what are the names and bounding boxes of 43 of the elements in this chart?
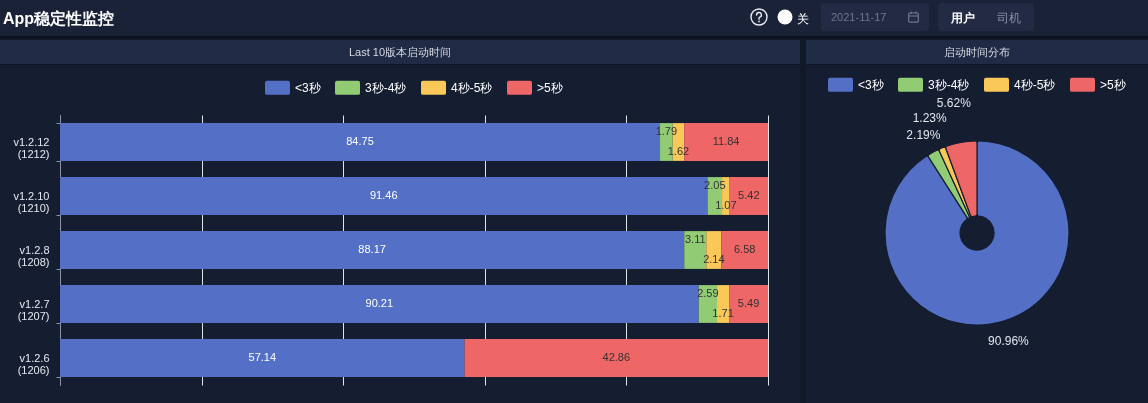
legend-label: <3秒 xyxy=(858,77,884,92)
y-tick-label: v1.2.7 (1207) xyxy=(17,297,50,322)
data-label: 42.86 xyxy=(602,351,631,363)
data-label: 2.19% xyxy=(906,127,941,142)
donut-slice xyxy=(884,140,1070,326)
text: App稳定性监控 xyxy=(3,9,115,29)
data-label: 1.07 xyxy=(715,199,737,211)
data-label: 2.14 xyxy=(703,253,725,265)
y-tick-label: v1.2.10 (1210) xyxy=(13,189,50,214)
data-label: 1.62 xyxy=(667,145,690,157)
data-label: 91.46 xyxy=(370,189,398,201)
data-label: 5.42 xyxy=(738,189,760,201)
text: 关 xyxy=(797,11,809,28)
y-tick-label: v1.2.6 (1206) xyxy=(17,351,50,376)
bar xyxy=(60,285,699,323)
segmented-control: 用户 司机 xyxy=(938,3,1034,31)
y-tick-label: v1.2.12 (1212) xyxy=(13,135,50,160)
data-label: 90.21 xyxy=(365,297,394,309)
chart-title: 启动时间分布 xyxy=(806,40,1148,65)
data-label: 84.75 xyxy=(346,135,374,147)
data-label: 6.58 xyxy=(734,243,756,255)
legend-label: >5秒 xyxy=(537,80,563,95)
data-label: 1.23% xyxy=(912,111,947,126)
data-label: 5.62% xyxy=(936,96,972,111)
legend-label: 3秒-4秒 xyxy=(365,80,407,95)
bar xyxy=(60,231,685,269)
legend-label: >5秒 xyxy=(1100,77,1126,92)
y-tick-label: v1.2.8 (1208) xyxy=(17,243,50,268)
data-label: 90.96% xyxy=(988,333,1030,348)
legend-label: 4秒-5秒 xyxy=(1014,77,1056,92)
data-label: 11.84 xyxy=(712,135,740,147)
date-field: 2021-11-17 xyxy=(821,3,929,31)
data-label: 88.17 xyxy=(358,243,386,255)
chart-title: Last 10版本启动时间 xyxy=(0,40,800,65)
data-label: 5.49 xyxy=(737,297,760,309)
data-label: 3.11 xyxy=(684,233,706,245)
legend-label: 4秒-5秒 xyxy=(451,80,493,95)
bar xyxy=(464,339,768,377)
data-label: 57.14 xyxy=(248,351,277,363)
legend-label: 3秒-4秒 xyxy=(928,77,970,92)
bar xyxy=(60,339,465,377)
data-label: 1.71 xyxy=(712,307,734,319)
legend-label: <3秒 xyxy=(295,80,321,95)
